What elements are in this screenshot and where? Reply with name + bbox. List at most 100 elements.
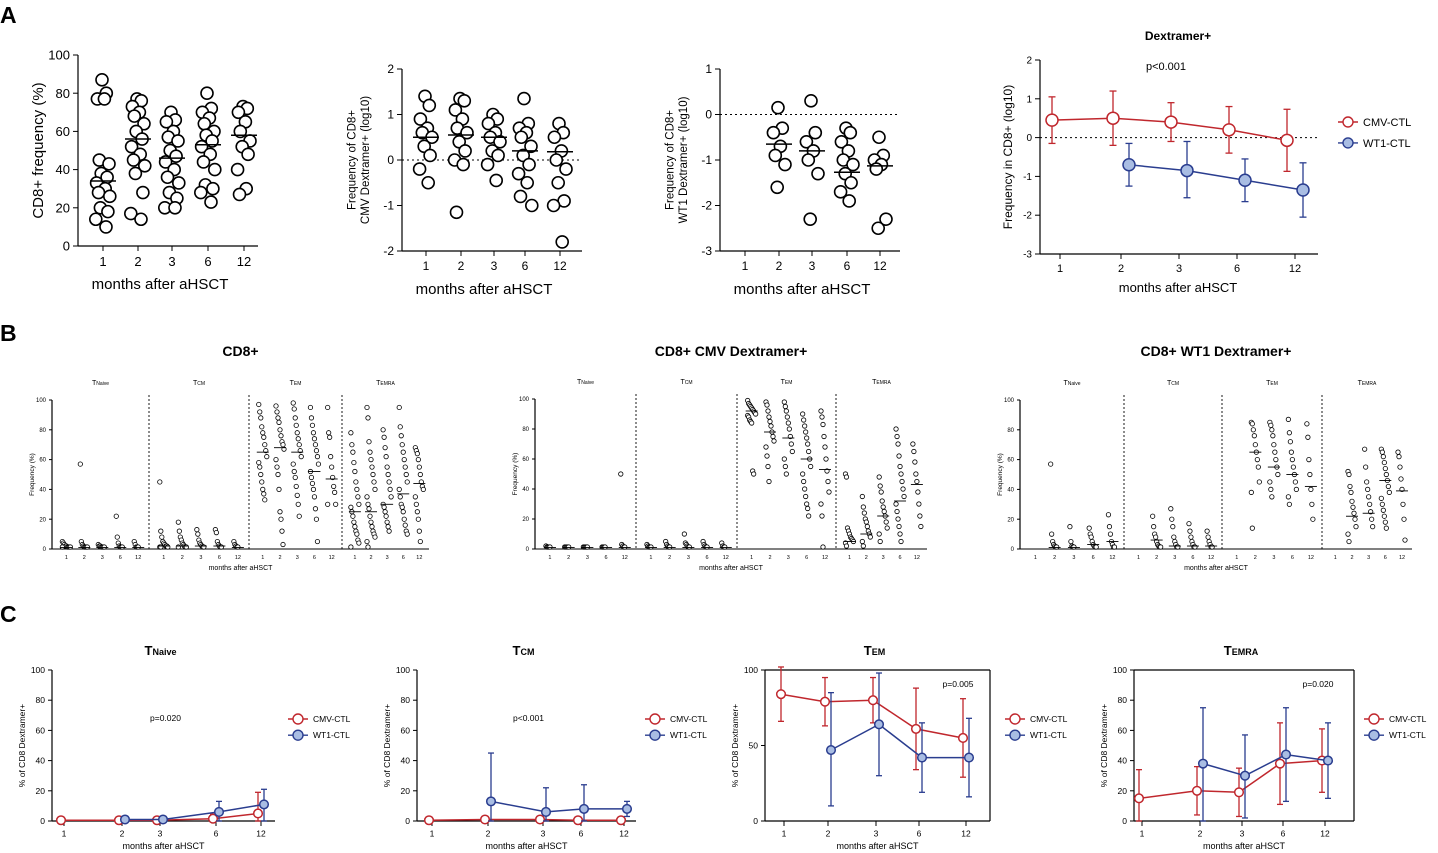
- B1-point: [350, 513, 356, 519]
- B1-point: [295, 501, 301, 507]
- B1-point: [274, 464, 280, 470]
- B2-point: [860, 504, 866, 510]
- C1-x-tick-label: 2: [120, 829, 125, 839]
- B1-point: [278, 433, 284, 439]
- B1-point: [381, 504, 387, 510]
- C1-x-tick-label: 12: [256, 829, 266, 839]
- B2-point: [867, 534, 873, 540]
- A1-y-label: CD8+ frequency (%): [30, 82, 47, 218]
- A1-x-tick-label: 6: [204, 254, 211, 269]
- A1-x-tick-label: 2: [134, 254, 141, 269]
- B1-point: [290, 461, 296, 467]
- A2-point: [524, 139, 538, 154]
- B1-y-tick-label: 60: [39, 458, 46, 464]
- A3-point: [879, 212, 893, 226]
- B1-point: [293, 422, 299, 428]
- B2-point: [912, 459, 918, 465]
- B3-point: [1289, 456, 1295, 463]
- C4-x-tick-label: 2: [1198, 829, 1203, 839]
- B3-point: [1150, 513, 1156, 519]
- B3-point: [1049, 531, 1055, 537]
- B1-point: [399, 442, 405, 448]
- A2-point: [555, 235, 570, 249]
- A2-point: [493, 135, 507, 149]
- B1-point: [262, 497, 268, 503]
- B2-point: [897, 531, 903, 537]
- B1-x-tick-label: 2: [181, 555, 184, 561]
- B3-x-tick-label: 3: [1072, 555, 1075, 561]
- B1-point: [157, 479, 163, 485]
- B2-point: [749, 420, 755, 426]
- C2-x-tick-label: 12: [619, 829, 629, 839]
- A1-point: [204, 195, 218, 209]
- B2-point: [914, 478, 920, 485]
- B3-y-tick-label: 100: [1004, 398, 1015, 404]
- B3-group-label: TEMRA: [1358, 380, 1377, 387]
- A2-point: [489, 173, 504, 188]
- B2-point: [918, 523, 924, 530]
- A2-y-tick-label: 2: [387, 62, 394, 76]
- B1-x-tick-label: 12: [416, 555, 422, 561]
- A3-point: [801, 153, 816, 167]
- B1-point: [298, 454, 304, 460]
- B3-point: [1285, 494, 1291, 500]
- B1-y-tick-label: 80: [39, 428, 46, 434]
- A2-point: [514, 130, 529, 145]
- C4-y-tick-label: 100: [1113, 665, 1127, 675]
- B1-point: [257, 464, 263, 470]
- B1-x-tick-label: 1: [353, 555, 356, 561]
- B1-point: [291, 406, 297, 412]
- C4-point-wt1: [1280, 749, 1292, 760]
- B3-point: [1400, 501, 1406, 507]
- B3-x-tick-label: 2: [1350, 555, 1353, 561]
- B3-point: [1285, 416, 1291, 422]
- C3-point-wt1: [963, 752, 975, 763]
- A4-point-wt1: [1180, 163, 1194, 178]
- B1-point: [277, 427, 283, 433]
- C2-y-tick-label: 40: [401, 756, 411, 766]
- C2-point-cmv: [479, 814, 491, 825]
- B1-point: [262, 442, 268, 448]
- A1-point: [138, 158, 152, 173]
- B1-point: [351, 459, 357, 466]
- B1-point: [312, 442, 319, 448]
- A2-point: [559, 162, 573, 176]
- B3-point: [1269, 427, 1275, 433]
- B2-point: [771, 438, 777, 444]
- B2-point: [819, 414, 825, 420]
- B1-point: [365, 415, 371, 421]
- B3-point: [1398, 476, 1404, 482]
- B3-x-tick-label: 2: [1053, 555, 1056, 561]
- C2-legend-marker: [649, 729, 661, 741]
- B1-point: [176, 528, 182, 534]
- B1-point: [368, 519, 374, 525]
- B3-point: [1270, 433, 1276, 439]
- B1-point: [356, 501, 362, 507]
- B3-point: [1380, 454, 1386, 460]
- B2-point: [895, 441, 901, 447]
- A1-point: [231, 105, 246, 120]
- A1-y-tick-label: 80: [56, 86, 70, 101]
- A1-point: [91, 185, 106, 200]
- B1-point: [315, 461, 322, 467]
- B1-point: [372, 486, 378, 492]
- B3-point: [1345, 531, 1351, 537]
- B1-point: [398, 433, 404, 439]
- C3-x-label: months after aHSCT: [836, 841, 919, 851]
- C2-x-tick-label: 6: [579, 829, 584, 839]
- C1-y-tick-label: 20: [36, 786, 46, 796]
- B2-y-tick-label: 20: [522, 517, 529, 523]
- B1-point: [415, 516, 421, 522]
- B2-x-tick-label: 12: [723, 555, 729, 561]
- A2-point: [456, 157, 471, 172]
- A4-p-value: p<0.001: [1146, 61, 1186, 73]
- B3-point: [1105, 512, 1112, 518]
- B1-x-tick-label: 2: [83, 555, 86, 561]
- C2-x-tick-label: 2: [486, 829, 491, 839]
- C4-y-tick-label: 40: [1118, 756, 1128, 766]
- B1-point: [67, 544, 73, 550]
- B2-point: [820, 421, 826, 428]
- B2-point: [786, 426, 792, 432]
- B1-point: [332, 489, 338, 495]
- B1-point: [325, 501, 331, 507]
